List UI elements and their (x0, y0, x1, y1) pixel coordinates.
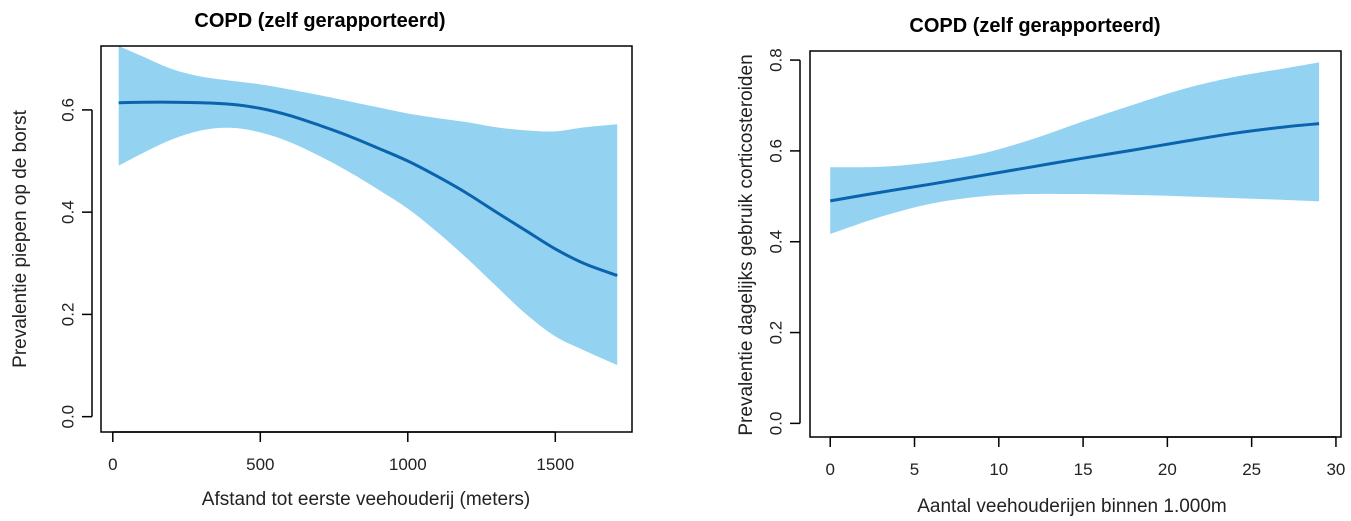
y-tick-label: 0.2 (767, 321, 786, 345)
x-tick-label: 10 (989, 460, 1008, 479)
y-tick-label: 0.0 (767, 412, 786, 436)
chart-panel-left: COPD (zelf gerapporteerd) 0 500 1000 1500 0… (10, 10, 633, 510)
x-tick-label: 1500 (536, 455, 574, 474)
x-tick-label: 5 (910, 460, 919, 479)
x-axis-right: 0 5 10 15 20 25 30 (825, 436, 1345, 479)
confidence-band-left (118, 46, 618, 366)
y-tick-label: 0.4 (59, 200, 78, 224)
trend-line-left (118, 100, 618, 277)
x-tick-label: 15 (1074, 460, 1093, 479)
y-tick-label: 0.4 (767, 230, 786, 254)
confidence-band-right (830, 62, 1320, 235)
y-axis-label-left: Prevalentie piepen op de borst (10, 109, 31, 367)
x-axis-label-left: Afstand tot eerste veehouderij (meters) (202, 489, 530, 510)
x-tick-label: 30 (1326, 460, 1345, 479)
chart-title-right: COPD (zelf gerapporteerd) (909, 15, 1160, 37)
y-tick-label: 0.6 (59, 98, 78, 122)
trend-line-right (829, 122, 1320, 203)
x-tick-label: 0 (825, 460, 834, 479)
y-tick-label: 0.0 (59, 405, 78, 429)
y-tick-label: 0.2 (59, 303, 78, 327)
x-tick-label: 0 (108, 455, 117, 474)
y-axis-left: 0.0 0.2 0.4 0.6 (59, 98, 93, 428)
x-tick-label: 500 (246, 455, 274, 474)
x-axis-left: 0 500 1000 1500 (108, 431, 574, 474)
y-axis-right: 0.0 0.2 0.4 0.6 0.8 (767, 48, 801, 435)
y-tick-label: 0.8 (767, 48, 786, 72)
chart-panel-right: COPD (zelf gerapporteerd) 0 5 10 15 20 25 30 0… (736, 15, 1345, 517)
x-axis-label-right: Aantal veehouderijen binnen 1.000m (917, 496, 1227, 517)
x-tick-label: 1000 (389, 455, 427, 474)
chart-title-left: COPD (zelf gerapporteerd) (194, 10, 445, 32)
y-axis-label-right: Prevalentie dagelijks gebruik corticoste… (736, 54, 757, 435)
y-tick-label: 0.6 (767, 139, 786, 163)
x-tick-label: 20 (1158, 460, 1177, 479)
x-tick-label: 25 (1242, 460, 1261, 479)
